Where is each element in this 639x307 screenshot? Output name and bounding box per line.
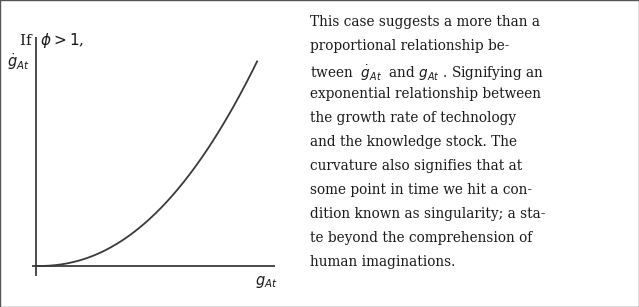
Text: and the knowledge stock. The: and the knowledge stock. The [310, 135, 517, 149]
Text: dition known as singularity; a sta-: dition known as singularity; a sta- [310, 207, 545, 221]
Text: $g_{At}$: $g_{At}$ [254, 274, 277, 290]
Text: proportional relationship be-: proportional relationship be- [310, 39, 509, 53]
Text: some point in time we hit a con-: some point in time we hit a con- [310, 183, 532, 197]
Text: $\dot{g}_{At}$: $\dot{g}_{At}$ [7, 51, 30, 72]
Text: exponential relationship between: exponential relationship between [310, 87, 541, 101]
Text: human imaginations.: human imaginations. [310, 255, 456, 269]
Text: If  $\phi >1$,: If $\phi >1$, [19, 31, 84, 50]
Text: the growth rate of technology: the growth rate of technology [310, 111, 516, 125]
Text: This case suggests a more than a: This case suggests a more than a [310, 15, 540, 29]
Text: te beyond the comprehension of: te beyond the comprehension of [310, 231, 532, 245]
Text: curvature also signifies that at: curvature also signifies that at [310, 159, 522, 173]
Text: tween  $\dot{g}_{At}$  and $g_{At}$ . Signifying an: tween $\dot{g}_{At}$ and $g_{At}$ . Sign… [310, 63, 544, 83]
